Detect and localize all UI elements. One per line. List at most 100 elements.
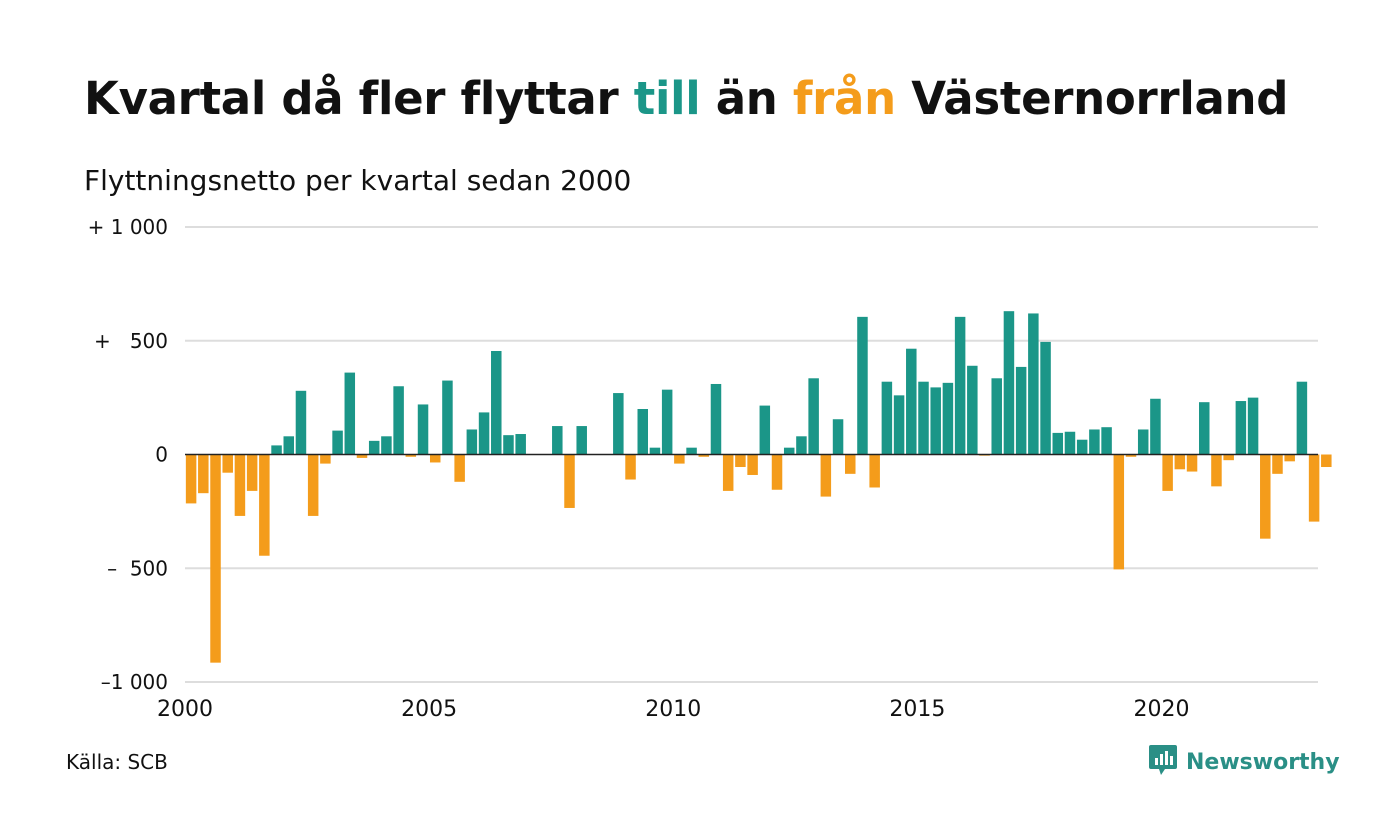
bar	[320, 454, 331, 464]
bar	[1015, 366, 1027, 455]
bar	[1137, 429, 1149, 455]
bar	[942, 382, 954, 455]
bar	[491, 350, 502, 455]
x-tick-label: 2015	[889, 697, 945, 722]
bar	[429, 454, 441, 463]
chart-title: Kvartal då fler flyttar till än från Väs…	[84, 72, 1288, 125]
bar	[576, 426, 587, 455]
bar	[1125, 454, 1137, 457]
bar	[332, 430, 343, 455]
bar	[259, 454, 270, 556]
x-tick-label: 2000	[157, 697, 213, 722]
bar	[1284, 454, 1295, 462]
bar	[1174, 454, 1186, 470]
title-part-2: än	[700, 72, 793, 125]
bar	[1272, 454, 1283, 474]
bar	[283, 436, 295, 455]
bar	[234, 454, 246, 516]
bar	[381, 436, 392, 455]
bar	[552, 426, 563, 455]
bar	[1247, 397, 1259, 455]
bar	[417, 404, 429, 455]
bar	[1260, 454, 1271, 539]
x-axis-ticks: 2000 2005 2010 2015 2020	[157, 697, 1190, 722]
bar	[1223, 454, 1234, 461]
bar	[1003, 311, 1015, 455]
bar	[698, 454, 710, 457]
bar	[271, 445, 282, 455]
bar	[356, 454, 368, 458]
title-part-3: Västernorrland	[895, 72, 1289, 125]
bar	[967, 365, 978, 455]
x-tick-label: 2005	[401, 697, 457, 722]
bar	[307, 454, 319, 516]
title-keyword-fran: från	[792, 72, 896, 125]
bar	[1052, 432, 1064, 455]
bar	[1040, 341, 1051, 455]
bar	[1064, 431, 1076, 455]
bar	[198, 454, 209, 494]
bar	[454, 454, 465, 482]
bars	[185, 311, 1332, 663]
bar	[1150, 398, 1161, 455]
y-tick-label: –1 000	[101, 670, 168, 694]
bar	[368, 440, 380, 455]
bar	[1028, 313, 1039, 455]
y-tick-label: + 500	[94, 329, 168, 353]
y-axis-ticks: + 1 000 + 500 0 – 500 –1 000	[88, 215, 168, 694]
newsworthy-logo[interactable]: Newsworthy	[1148, 744, 1340, 780]
bar	[710, 383, 722, 455]
bar	[466, 429, 478, 455]
bar	[674, 454, 685, 464]
bar	[771, 454, 783, 490]
bar	[222, 454, 233, 473]
x-tick-label: 2020	[1134, 697, 1190, 722]
bar	[637, 409, 648, 455]
bar	[344, 372, 356, 455]
bar	[991, 378, 1002, 455]
x-tick-label: 2010	[645, 697, 701, 722]
bar	[1186, 454, 1198, 472]
bar	[478, 412, 490, 455]
chart-subtitle: Flyttningsnetto per kvartal sedan 2000	[84, 164, 632, 197]
newsworthy-bar-chart-icon	[1148, 743, 1178, 781]
title-keyword-till: till	[633, 72, 701, 125]
bar	[1308, 454, 1320, 522]
y-tick-label: 0	[155, 443, 168, 467]
bar	[906, 348, 917, 455]
bar	[393, 386, 404, 455]
bar	[442, 380, 453, 455]
bar	[625, 454, 636, 480]
bar	[722, 454, 734, 491]
bar	[808, 378, 819, 455]
bar	[930, 387, 941, 455]
brand-name: Newsworthy	[1186, 749, 1340, 775]
bar	[661, 389, 673, 455]
y-tick-label: + 1 000	[88, 215, 168, 239]
bar	[686, 447, 697, 455]
bar	[405, 454, 417, 457]
bar	[1113, 454, 1125, 570]
bar	[845, 454, 856, 474]
bar	[857, 316, 868, 455]
bar	[893, 395, 905, 455]
bar	[1076, 439, 1088, 455]
bar	[832, 419, 844, 455]
bar	[1101, 427, 1112, 455]
bar	[759, 405, 771, 455]
bar	[735, 454, 746, 468]
bar	[1089, 429, 1100, 455]
gridlines	[185, 226, 1318, 683]
bar	[185, 454, 197, 504]
bar	[881, 381, 893, 455]
title-part-1: Kvartal då fler flyttar	[84, 72, 634, 125]
bar	[613, 393, 624, 455]
bar	[796, 436, 807, 455]
bar	[869, 454, 880, 488]
bar	[564, 454, 575, 508]
bar	[515, 434, 526, 455]
bar	[1211, 454, 1222, 487]
bar	[210, 454, 221, 663]
source-note: Källa: SCB	[66, 750, 168, 774]
